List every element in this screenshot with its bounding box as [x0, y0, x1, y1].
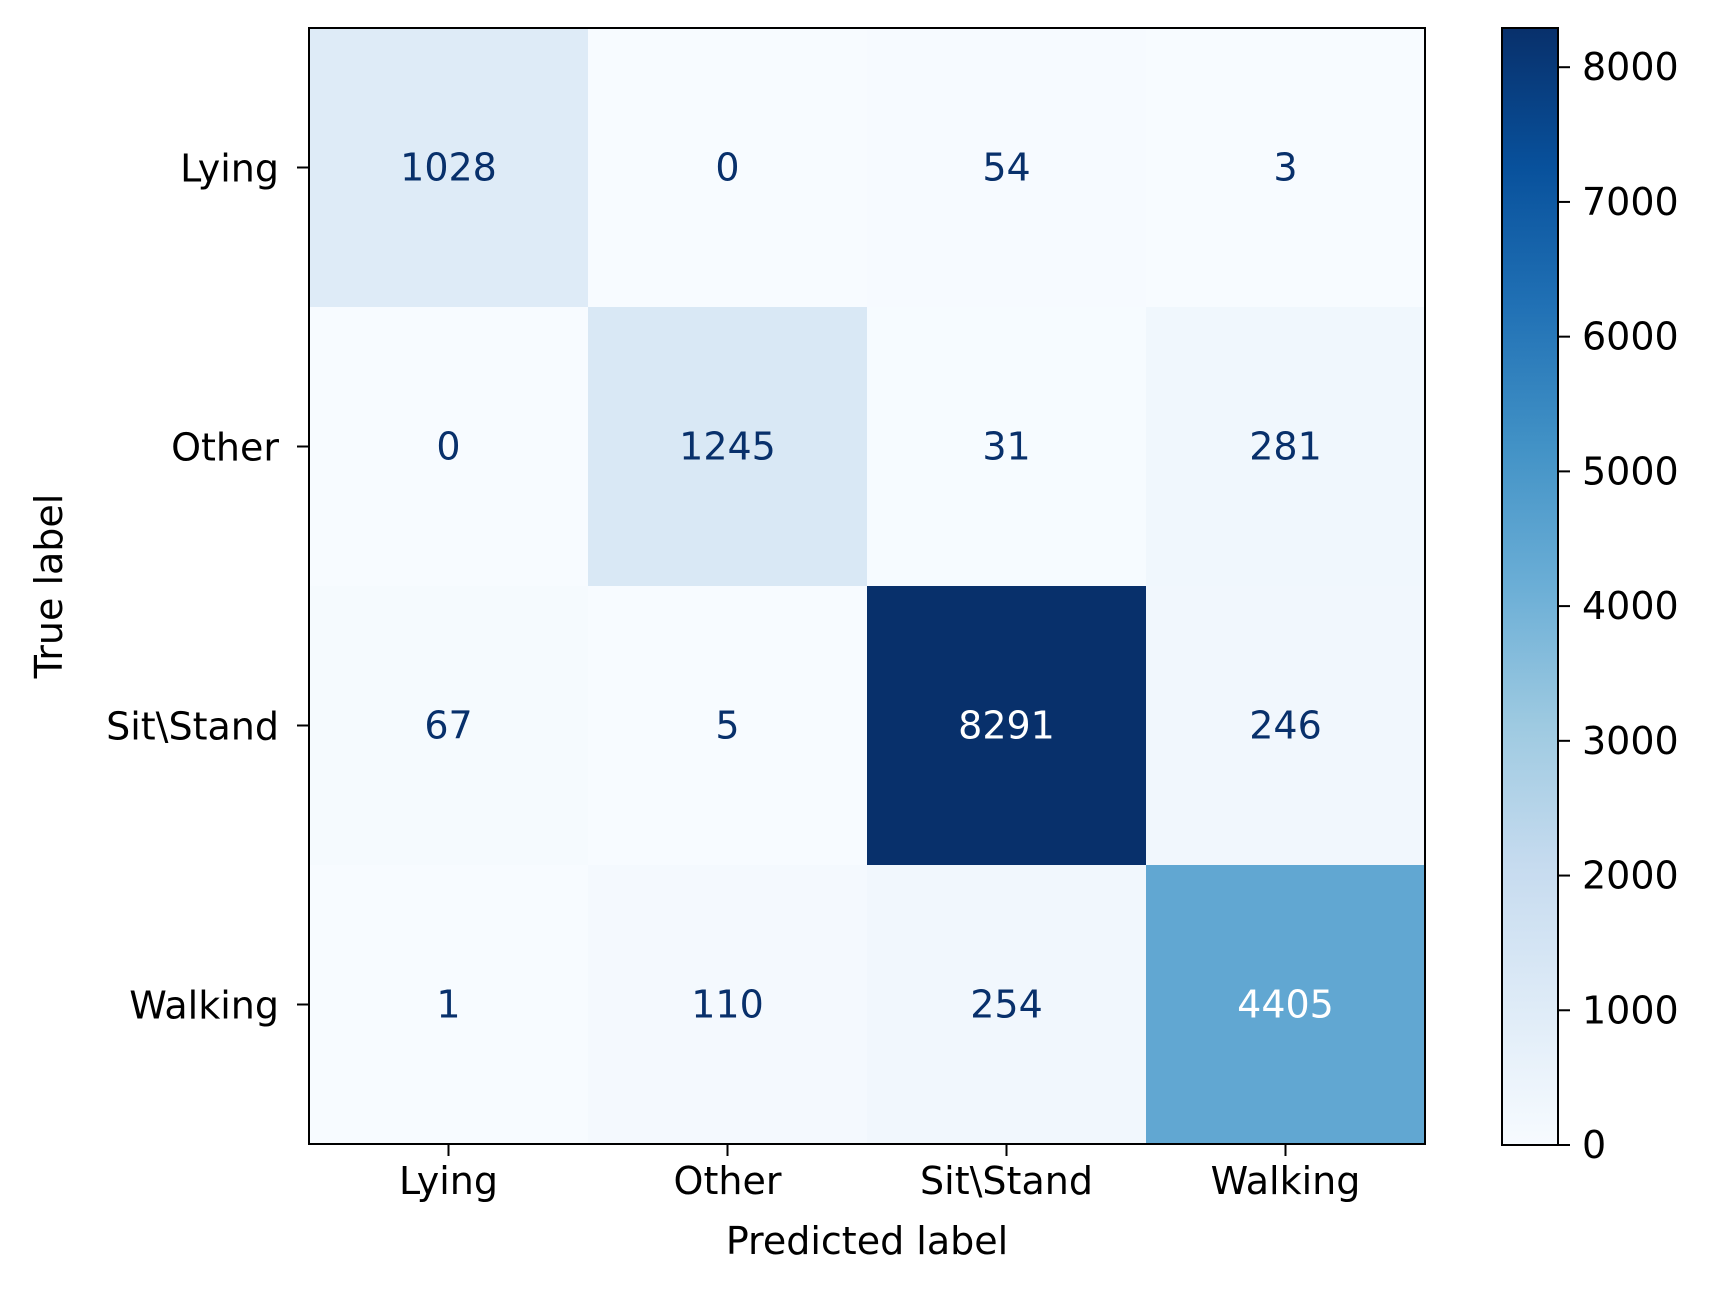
- colorbar-tick-label: 1000: [1582, 988, 1679, 1032]
- cell-value-label: 281: [1249, 425, 1322, 469]
- cell-value-label: 246: [1249, 704, 1322, 748]
- cell-value-label: 110: [691, 983, 764, 1027]
- colorbar-tick-label: 5000: [1582, 449, 1679, 493]
- colorbar-tick-label: 3000: [1582, 719, 1679, 763]
- colorbar-ticks: 0 1000 2000 3000 4000 5000 6000 7000 8000: [1558, 45, 1679, 1167]
- colorbar-tick-label: 7000: [1582, 180, 1679, 224]
- x-axis-title: Predicted label: [726, 1219, 1008, 1263]
- cell-value-label: 3: [1273, 146, 1297, 190]
- cell-value-label: 8291: [958, 704, 1055, 748]
- cell-value-label: 1028: [400, 146, 497, 190]
- cell-value-label: 54: [982, 146, 1030, 190]
- colorbar-tick-label: 2000: [1582, 854, 1679, 898]
- matrix-cell: [309, 28, 589, 308]
- matrix-cell: [867, 586, 1147, 866]
- colorbar-tick-label: 8000: [1582, 45, 1679, 89]
- matrix-cell: [588, 586, 868, 866]
- matrix-cell: [867, 307, 1147, 587]
- colorbar-tick-label: 6000: [1582, 315, 1679, 359]
- matrix-cell: [867, 865, 1147, 1145]
- axis-ticks: Lying Other Sit\Stand Walking Lying Other Sit\…: [106, 147, 1360, 1204]
- matrix-cell: [588, 865, 868, 1145]
- cell-value-label: 4405: [1237, 983, 1334, 1027]
- cell-value-label: 31: [982, 425, 1030, 469]
- matrix-cell: [309, 865, 589, 1145]
- x-tick-label: Sit\Stand: [920, 1159, 1093, 1203]
- matrix-cell: [1146, 307, 1426, 587]
- matrix-cell: [588, 307, 868, 587]
- cell-value-label: 1245: [679, 425, 776, 469]
- y-tick-label: Walking: [129, 984, 279, 1028]
- y-tick-label: Lying: [180, 147, 279, 191]
- colorbar-frame: [1501, 27, 1559, 1146]
- y-tick-label: Sit\Stand: [106, 705, 279, 749]
- matrix-cell-labels: 1028 0 54 3 0 1245 31 281 67 5 8291 246 1 110 254 4405: [400, 146, 1334, 1027]
- y-tick-label: Other: [171, 426, 279, 470]
- colorbar-tick-label: 0: [1582, 1123, 1606, 1167]
- colorbar: [1502, 28, 1558, 1145]
- cell-value-label: 1: [436, 983, 460, 1027]
- x-tick-label: Lying: [399, 1159, 498, 1203]
- cell-value-label: 254: [970, 983, 1043, 1027]
- x-tick-label: Other: [674, 1159, 782, 1203]
- matrix-cell: [588, 28, 868, 308]
- matrix-cell: [1146, 865, 1426, 1145]
- matrix-cell: [309, 586, 589, 866]
- y-axis-title: True label: [27, 494, 71, 680]
- matrix-cells: [309, 28, 1426, 1145]
- cell-value-label: 5: [715, 704, 739, 748]
- matrix-cell: [867, 28, 1147, 308]
- cell-value-label: 67: [424, 704, 472, 748]
- colorbar-tick-label: 4000: [1582, 584, 1679, 628]
- plot-frame: [308, 27, 1426, 1145]
- cell-value-label: 0: [715, 146, 739, 190]
- matrix-cell: [309, 307, 589, 587]
- x-tick-label: Walking: [1211, 1159, 1361, 1203]
- matrix-cell: [1146, 28, 1426, 308]
- cell-value-label: 0: [436, 425, 460, 469]
- matrix-cell: [1146, 586, 1426, 866]
